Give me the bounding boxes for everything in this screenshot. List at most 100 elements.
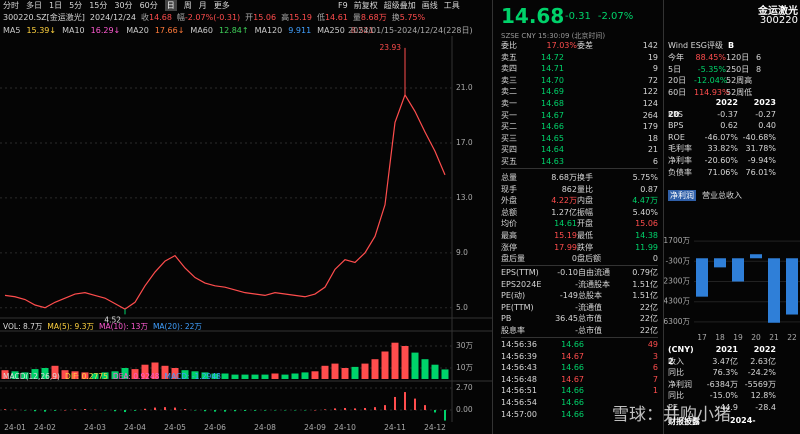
cell: - bbox=[575, 302, 578, 312]
cell: 179 bbox=[642, 122, 658, 132]
bar bbox=[696, 258, 708, 297]
table-row: 负债率 71.06% 76.01% bbox=[668, 167, 800, 179]
table-row: PE -44.9 -28.4 bbox=[668, 402, 800, 414]
period-tab[interactable]: 日 bbox=[164, 0, 177, 11]
y-tick-label: 17.0 bbox=[456, 138, 473, 147]
cell: 2022 bbox=[753, 345, 776, 354]
earnings-chart: 1700万 -300万 -2300万 -4300万 -6300万 17 18 19 20 21 22… bbox=[664, 236, 800, 342]
order-book: 委比 17.03% 委差 142 卖五 14.72 19 卖四 14.71 9 卖三 14.70 72 卖… bbox=[501, 40, 658, 169]
tab[interactable]: 净利润 bbox=[668, 190, 696, 201]
table-row: 股息率 - 总市值 22亿 bbox=[501, 325, 658, 337]
y-tick-label: 5.0 bbox=[456, 303, 468, 312]
table-row: ROE -46.07% -40.68% bbox=[668, 132, 800, 144]
table-row: 净利润 -6384万 -5569万 bbox=[668, 379, 800, 391]
cell: 71.06% bbox=[707, 167, 738, 177]
x-tick-label: 24-02 bbox=[34, 423, 56, 432]
cell: -44.9 bbox=[717, 402, 738, 412]
volume-bar bbox=[141, 364, 149, 379]
cell: 14.66 bbox=[561, 363, 584, 373]
cell: 20日 bbox=[668, 76, 687, 86]
cell: 流通值 bbox=[578, 302, 602, 312]
stock-code: 300220 bbox=[759, 15, 798, 26]
table-row: PB 36.45 总市值 22亿 bbox=[501, 313, 658, 325]
cell: 11.99 bbox=[635, 242, 658, 252]
cell: 盘后量 bbox=[501, 254, 525, 264]
tabs: 净利润 营业总收入 bbox=[668, 190, 742, 201]
tab[interactable]: 营业总收入 bbox=[702, 191, 742, 200]
cell: 卖三 bbox=[501, 75, 517, 85]
cell: 1.51亿 bbox=[632, 279, 658, 289]
cell: 18 bbox=[647, 133, 658, 143]
period-tab[interactable]: 30分 bbox=[114, 1, 133, 10]
cell: 14.64 bbox=[541, 145, 564, 155]
cell: - bbox=[575, 325, 578, 335]
tool-button[interactable]: 前复权 bbox=[353, 1, 378, 10]
volume-bar bbox=[231, 374, 239, 379]
ma-value: 8.521 bbox=[350, 26, 374, 35]
x-tick-label: 24-11 bbox=[384, 423, 406, 432]
macd-bar bbox=[234, 410, 236, 412]
period-tab[interactable]: 分时 bbox=[3, 1, 19, 10]
cell: -5.35% bbox=[697, 64, 726, 74]
macd-bar bbox=[174, 407, 176, 411]
macd-bar bbox=[84, 409, 86, 411]
table-row: 卖二 14.69 122 bbox=[501, 86, 658, 98]
period-toolbar: 分时 多日 1日 5分 15分 30分 60分日周月更多 bbox=[3, 0, 230, 11]
period-tab[interactable]: 更多 bbox=[213, 1, 230, 10]
period-tab[interactable]: 月 bbox=[198, 1, 207, 10]
period-tab[interactable]: 60分 bbox=[139, 1, 158, 10]
cell: 委比 bbox=[501, 41, 517, 50]
cell: 总市值 bbox=[578, 325, 602, 335]
ma-value: 9.911 bbox=[288, 26, 312, 35]
cell: 14:56:51 bbox=[501, 386, 537, 396]
macd-bar bbox=[184, 409, 186, 411]
cell: 最高 bbox=[501, 230, 517, 240]
period-tab[interactable]: 1日 bbox=[49, 1, 63, 10]
table-row: 同比 -15.0% 12.8% bbox=[668, 390, 800, 402]
macd-bar bbox=[134, 410, 136, 411]
table-row: 14:57:00 14.66 bbox=[501, 409, 658, 421]
cell: 换手 bbox=[577, 173, 593, 182]
financials: 2022 2023 20 EPS -0.37 -0.27 BPS 0.62 0.40 ROE -46… bbox=[668, 97, 800, 178]
volume-bar bbox=[41, 368, 49, 379]
tool-button[interactable]: F9 bbox=[338, 1, 348, 10]
legend-item: MA(5): 9.3万 bbox=[47, 322, 94, 331]
volume-bar bbox=[351, 366, 359, 379]
volume-bar bbox=[71, 371, 79, 379]
macd-bar bbox=[404, 392, 406, 411]
volume-bar bbox=[171, 368, 179, 379]
cell: 142 bbox=[642, 41, 658, 50]
cell: 60日 bbox=[668, 87, 687, 97]
cell: 21 bbox=[647, 145, 658, 155]
cell: 开盘 bbox=[577, 219, 593, 229]
period-tab[interactable]: 15分 bbox=[89, 1, 108, 10]
volume-bar bbox=[321, 365, 329, 379]
trade-ticks: 14:56:36 14.66 49 14:56:39 14.67 3 14:56:43 14.… bbox=[501, 339, 658, 420]
y-tick-label: 10万 bbox=[456, 363, 474, 372]
cell: 净利润 bbox=[668, 379, 692, 389]
tool-button[interactable]: 超级叠加 bbox=[383, 1, 416, 10]
cell: 20 bbox=[668, 109, 680, 119]
bar bbox=[732, 258, 744, 282]
tool-button[interactable]: 工具 bbox=[443, 1, 460, 10]
tool-button[interactable]: 画线 bbox=[421, 1, 438, 10]
legend-item: DEA: 0.9248 bbox=[113, 372, 160, 381]
cell: 22亿 bbox=[639, 325, 658, 335]
cell: 14.68 bbox=[541, 98, 564, 108]
cell: EPS2024E bbox=[501, 279, 542, 289]
period-tab[interactable]: 5分 bbox=[69, 1, 83, 10]
cell: -149 bbox=[559, 291, 578, 301]
volume-bar bbox=[251, 374, 259, 379]
last-price: 14.68 bbox=[501, 4, 565, 28]
period-tab[interactable]: 周 bbox=[183, 1, 192, 10]
cell: 买五 bbox=[501, 156, 517, 166]
table-row: 60日 114.93% 52周低 bbox=[668, 87, 800, 99]
table-row: 净利率 -20.60% -9.94% bbox=[668, 155, 800, 167]
cell: 委差 bbox=[577, 41, 593, 50]
cell: 14:56:39 bbox=[501, 351, 537, 361]
cell: 流通股本 bbox=[578, 279, 610, 289]
period-tab[interactable]: 多日 bbox=[26, 1, 42, 10]
table-row: 买四 14.64 21 bbox=[501, 144, 658, 156]
x-tick-label: 18 bbox=[715, 333, 725, 342]
legend-item: DIF: 0.2775 bbox=[65, 372, 108, 381]
